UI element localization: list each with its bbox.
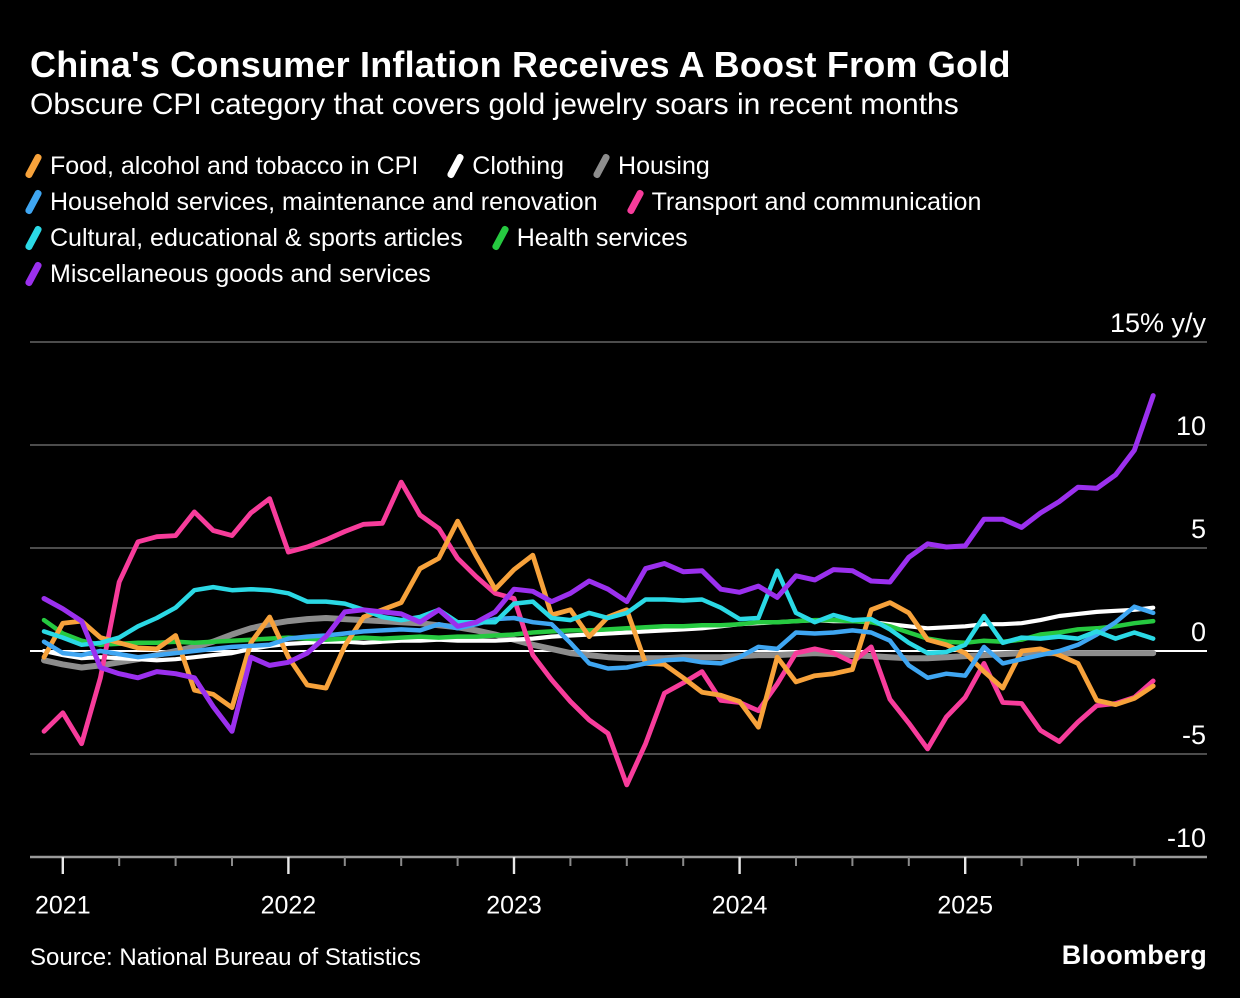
series-line-food: [41, 518, 1156, 730]
series-line-clothing: [41, 605, 1156, 663]
legend-row: Household services, maintenance and reno…: [24, 184, 982, 220]
legend-slash-icon: [625, 188, 645, 216]
y-axis-label--10: -10: [1167, 823, 1206, 853]
legend: Food, alcohol and tobacco in CPI Clothing…: [24, 148, 982, 292]
legend-item-food: Food, alcohol and tobacco in CPI: [24, 151, 419, 181]
legend-item-misc: Miscellaneous goods and services: [24, 259, 431, 289]
legend-label: Housing: [618, 151, 710, 180]
x-axis-year-label: 2023: [486, 892, 542, 920]
legend-item-health: Health services: [491, 223, 688, 253]
legend-label: Clothing: [472, 151, 565, 180]
y-axis-label-10: 10: [1176, 411, 1206, 441]
legend-label: Food, alcohol and tobacco in CPI: [50, 151, 419, 180]
x-axis-year-label: 2022: [261, 892, 317, 920]
series-line-misc: [41, 393, 1156, 734]
legend-row: Cultural, educational & sports articles H…: [24, 220, 981, 256]
chart-title: China's Consumer Inflation Receives A Bo…: [30, 44, 1011, 85]
series-line-household_services: [41, 604, 1156, 681]
y-axis-label-15: 15% y/y: [1110, 308, 1207, 338]
x-axis-year-label: 2025: [937, 892, 993, 920]
legend-item-clothing: Clothing: [446, 151, 565, 181]
y-axis-label-5: 5: [1191, 514, 1206, 544]
x-axis-year-label: 2021: [35, 892, 91, 920]
chart-subtitle: Obscure CPI category that covers gold je…: [30, 88, 959, 121]
legend-label: Household services, maintenance and reno…: [50, 187, 598, 216]
bloomberg-logo: Bloomberg: [1061, 940, 1207, 970]
legend-item-cultural: Cultural, educational & sports articles: [24, 223, 463, 253]
legend-label: Cultural, educational & sports articles: [50, 223, 463, 252]
x-axis-year-label: 2024: [712, 892, 768, 920]
legend-label: Transport and communication: [651, 187, 982, 216]
y-axis-label--5: -5: [1182, 720, 1206, 750]
series-line-transport: [41, 479, 1156, 788]
legend-slash-icon: [491, 224, 510, 252]
legend-label: Health services: [516, 223, 688, 252]
source-note: Source: National Bureau of Statistics: [30, 944, 421, 971]
legend-item-household_services: Household services, maintenance and reno…: [24, 187, 598, 217]
series-line-cultural: [41, 568, 1156, 656]
legend-item-transport: Transport and communication: [625, 187, 982, 217]
legend-slash-icon: [592, 152, 611, 180]
legend-item-housing: Housing: [592, 151, 710, 181]
legend-label: Miscellaneous goods and services: [50, 259, 431, 288]
legend-row: Food, alcohol and tobacco in CPI Clothing…: [24, 148, 981, 184]
y-axis-label-0: 0: [1191, 617, 1206, 647]
legend-slash-icon: [446, 152, 465, 180]
legend-row: Miscellaneous goods and services: [24, 256, 981, 292]
